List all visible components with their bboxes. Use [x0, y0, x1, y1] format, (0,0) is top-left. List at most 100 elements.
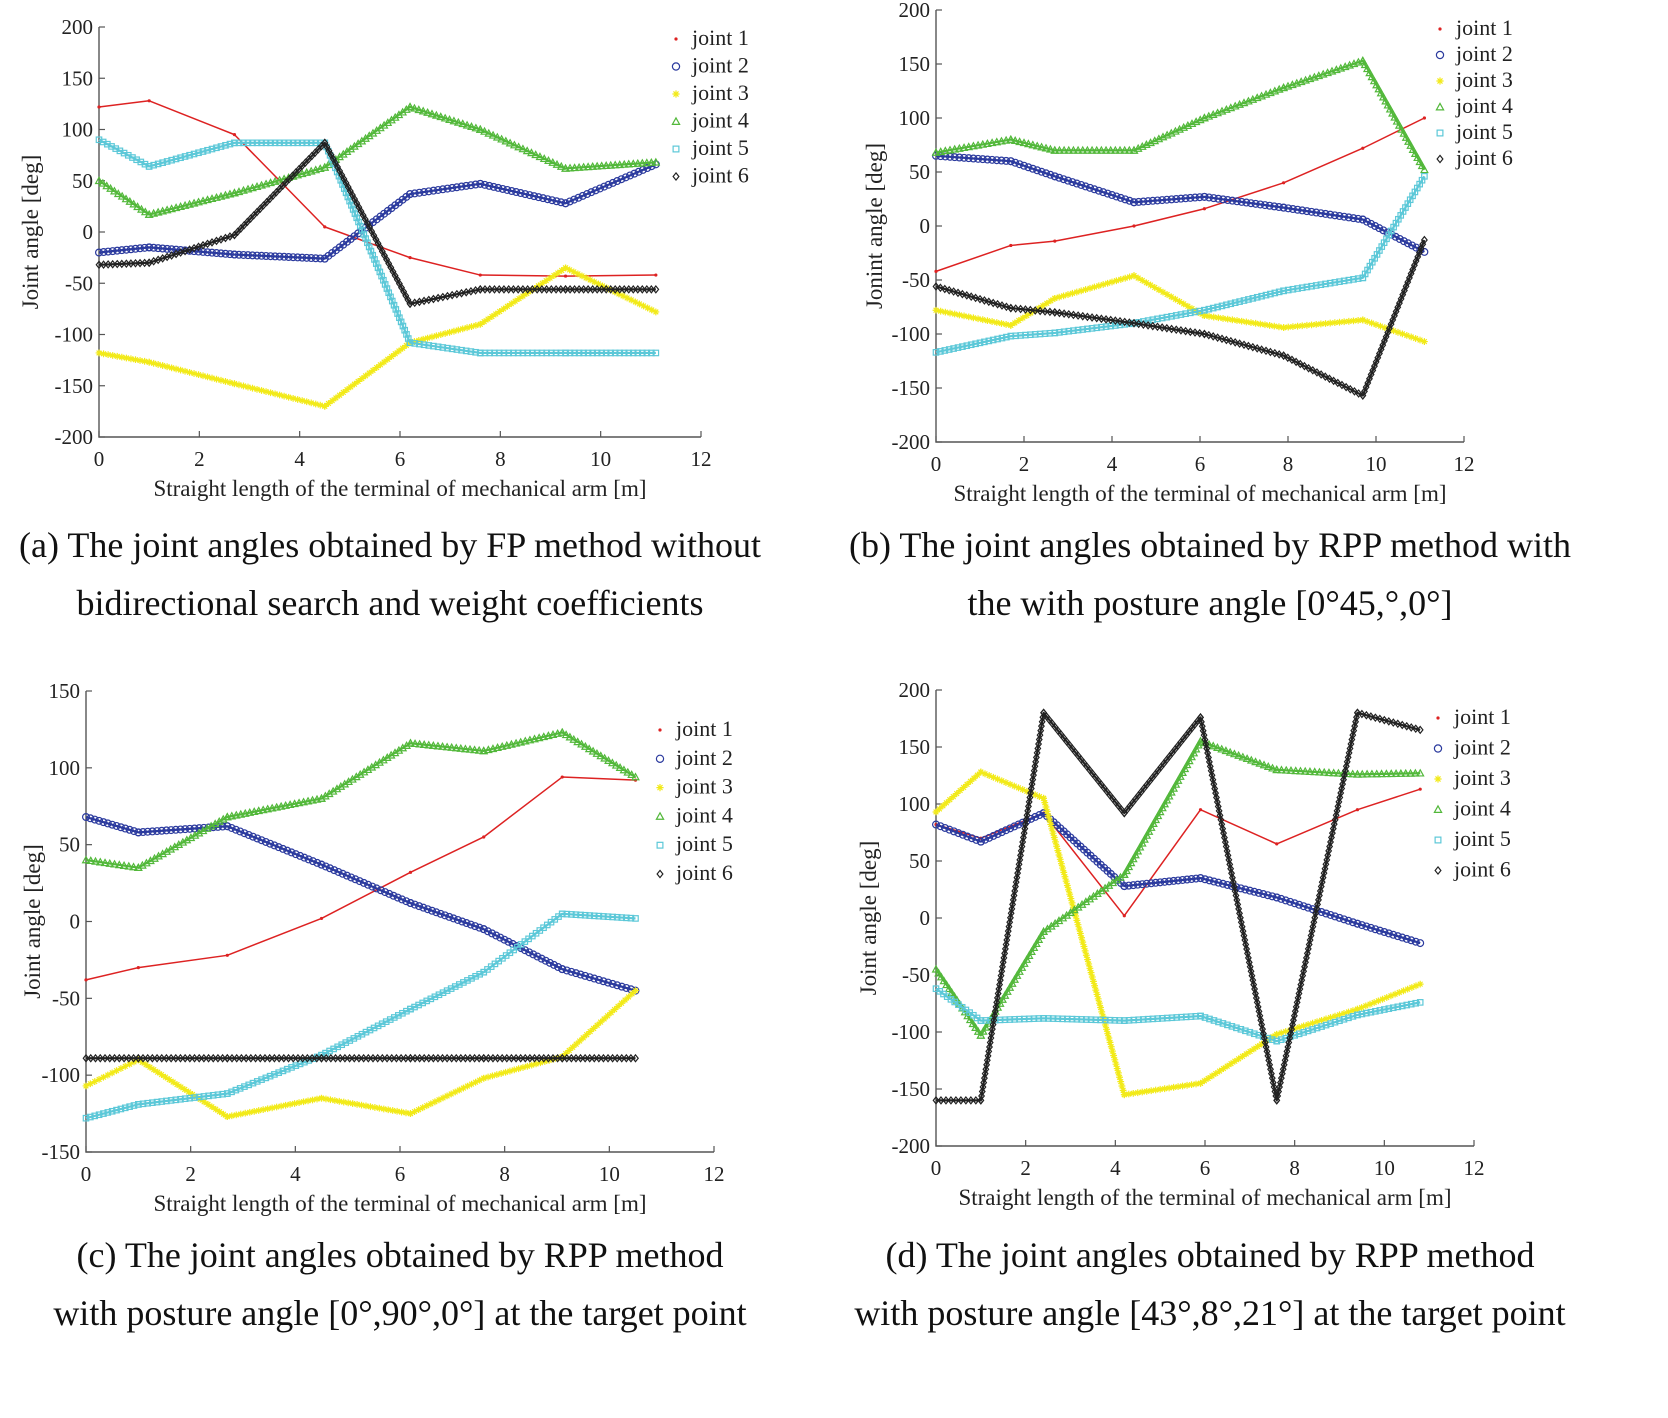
chart-b-point-joint-3: [946, 309, 954, 317]
chart-c-point-joint-2: [415, 902, 424, 911]
chart-c-point-joint-4: [631, 772, 640, 781]
chart-d-point-joint-6: [1301, 962, 1309, 972]
chart-b-point-joint-3: [1113, 277, 1120, 285]
chart-c-point-joint-2: [608, 979, 617, 988]
chart-d-point-joint-2: [1218, 879, 1227, 888]
chart-d-point-joint-4: [1334, 768, 1343, 777]
chart-d-point-joint-6: [1017, 846, 1025, 856]
chart-b-point-joint-2: [992, 156, 1001, 165]
chart-d-point-joint-6: [1029, 775, 1037, 784]
chart-d-point-joint-6: [1007, 908, 1015, 918]
chart-d-point-joint-2: [1286, 897, 1295, 906]
chart-b-point-joint-5: [1231, 299, 1239, 306]
chart-d-point-joint-6: [1260, 1033, 1268, 1043]
chart-c-point-joint-5: [443, 987, 451, 994]
chart-a-point-joint-3: [336, 391, 343, 399]
chart-c-point-joint-6: [242, 1053, 250, 1063]
chart-d-point-joint-3: [1040, 794, 1047, 802]
chart-b-point-joint-5: [976, 339, 984, 347]
chart-a-point-joint-2: [574, 193, 583, 202]
chart-d-point-joint-3: [1031, 791, 1039, 799]
chart-b-point-joint-2: [1349, 214, 1358, 223]
chart-c-series-joint-2: [81, 813, 640, 995]
chart-a-legend-label-6: joint 6: [691, 163, 749, 188]
chart-a-point-joint-6: [514, 285, 522, 294]
chart-d-point-joint-2: [1160, 877, 1169, 886]
chart-d-point-joint-3: [1086, 964, 1094, 972]
chart-c-point-joint-6: [622, 1053, 630, 1063]
chart-c-point-joint-3: [117, 1065, 125, 1072]
chart-d-point-joint-6: [1218, 819, 1226, 829]
chart-b-point-joint-2: [1191, 193, 1200, 202]
chart-b-point-joint-5: [1258, 292, 1265, 300]
chart-d-point-joint-4: [1357, 769, 1367, 778]
chart-d-point-joint-6: [1340, 775, 1348, 784]
chart-c-point-joint-4: [332, 784, 342, 793]
chart-b-point-joint-3: [937, 307, 945, 315]
chart-c-point-joint-5: [241, 1083, 248, 1090]
chart-c-point-joint-3: [497, 1070, 505, 1077]
chart-b-point-joint-4: [1408, 145, 1418, 153]
chart-b-point-joint-2: [1186, 193, 1195, 202]
chart-d-point-joint-3: [1188, 1081, 1195, 1089]
chart-d-point-joint-6: [1211, 784, 1219, 793]
chart-c-point-joint-2: [355, 877, 364, 886]
chart-b-point-joint-2: [1116, 193, 1125, 202]
chart-b-point-joint-3: [1117, 276, 1125, 283]
chart-b-point-joint-5: [1098, 323, 1105, 331]
chart-d-point-joint-3: [1044, 812, 1052, 820]
chart-a-point-joint-2: [570, 195, 579, 204]
chart-d-point-joint-6: [1228, 873, 1236, 883]
chart-a-point-joint-2: [266, 252, 275, 261]
chart-a-point-joint-5: [397, 318, 405, 326]
chart-a-point-joint-3: [391, 350, 399, 358]
chart-a-point-joint-5: [538, 349, 546, 357]
caption-a: (a) The joint angles obtained by FP meth…: [0, 516, 780, 632]
chart-a-point-joint-2: [136, 244, 145, 253]
chart-d-point-joint-3: [1098, 1008, 1106, 1016]
chart-a-point-joint-5: [199, 148, 207, 155]
chart-a-point-joint-4: [471, 123, 481, 132]
chart-b-point-joint-4: [1401, 132, 1411, 141]
chart-b-point-joint-6: [1191, 328, 1199, 337]
chart-a-point-joint-5: [593, 349, 601, 357]
chart-d-point-joint-6: [1389, 718, 1397, 727]
chart-a-point-joint-3: [262, 388, 270, 395]
chart-d-point-joint-4: [1391, 769, 1401, 777]
chart-a-legend-label-1: joint 1: [691, 25, 749, 50]
chart-d-point-joint-6: [985, 1047, 993, 1056]
chart-d-point-joint-4: [1208, 741, 1218, 750]
chart-b-ytick-label: 0: [920, 214, 931, 238]
chart-b-point-joint-3: [1104, 279, 1111, 287]
chart-c-point-joint-6: [466, 1053, 474, 1063]
chart-a-point-joint-5: [355, 218, 362, 226]
chart-d-point-joint-6: [1283, 1047, 1291, 1056]
chart-c-point-joint-3: [593, 1021, 601, 1029]
chart-d-point-joint-6: [952, 1096, 960, 1105]
chart-d-point-joint-3: [946, 796, 954, 804]
chart-d-point-joint-5: [1336, 1017, 1343, 1025]
chart-a-point-joint-3: [519, 292, 527, 300]
chart-d-point-joint-5: [1087, 1016, 1095, 1023]
chart-d-point-joint-5: [1273, 1037, 1281, 1045]
chart-d-point-joint-6: [1207, 766, 1215, 776]
chart-b-point-joint-6: [1111, 316, 1119, 326]
chart-d-point-joint-5: [1163, 1014, 1171, 1022]
chart-a-xtick-label: 6: [395, 447, 406, 471]
chart-b-point-joint-5: [1079, 326, 1087, 333]
chart-d-point-joint-4: [1155, 807, 1165, 816]
chart-b-point-joint-5: [1245, 296, 1252, 303]
chart-b-point-joint-2: [1086, 183, 1095, 192]
chart-a-point-joint-5: [186, 151, 193, 159]
chart-b-point-joint-6: [1121, 317, 1129, 327]
chart-d-point-joint-5: [1372, 1007, 1379, 1015]
chart-d-point-joint-4: [1217, 744, 1227, 753]
chart-a-point-joint-6: [127, 259, 135, 268]
chart-d-point-joint-4: [1017, 962, 1027, 971]
chart-c-point-joint-5: [618, 914, 626, 921]
chart-a-point-joint-5: [434, 343, 442, 351]
chart-d-point-joint-2: [1371, 925, 1380, 934]
chart-d-point-joint-4: [1386, 769, 1396, 778]
chart-a-point-joint-3: [253, 385, 261, 393]
chart-b-point-joint-2: [978, 155, 987, 164]
